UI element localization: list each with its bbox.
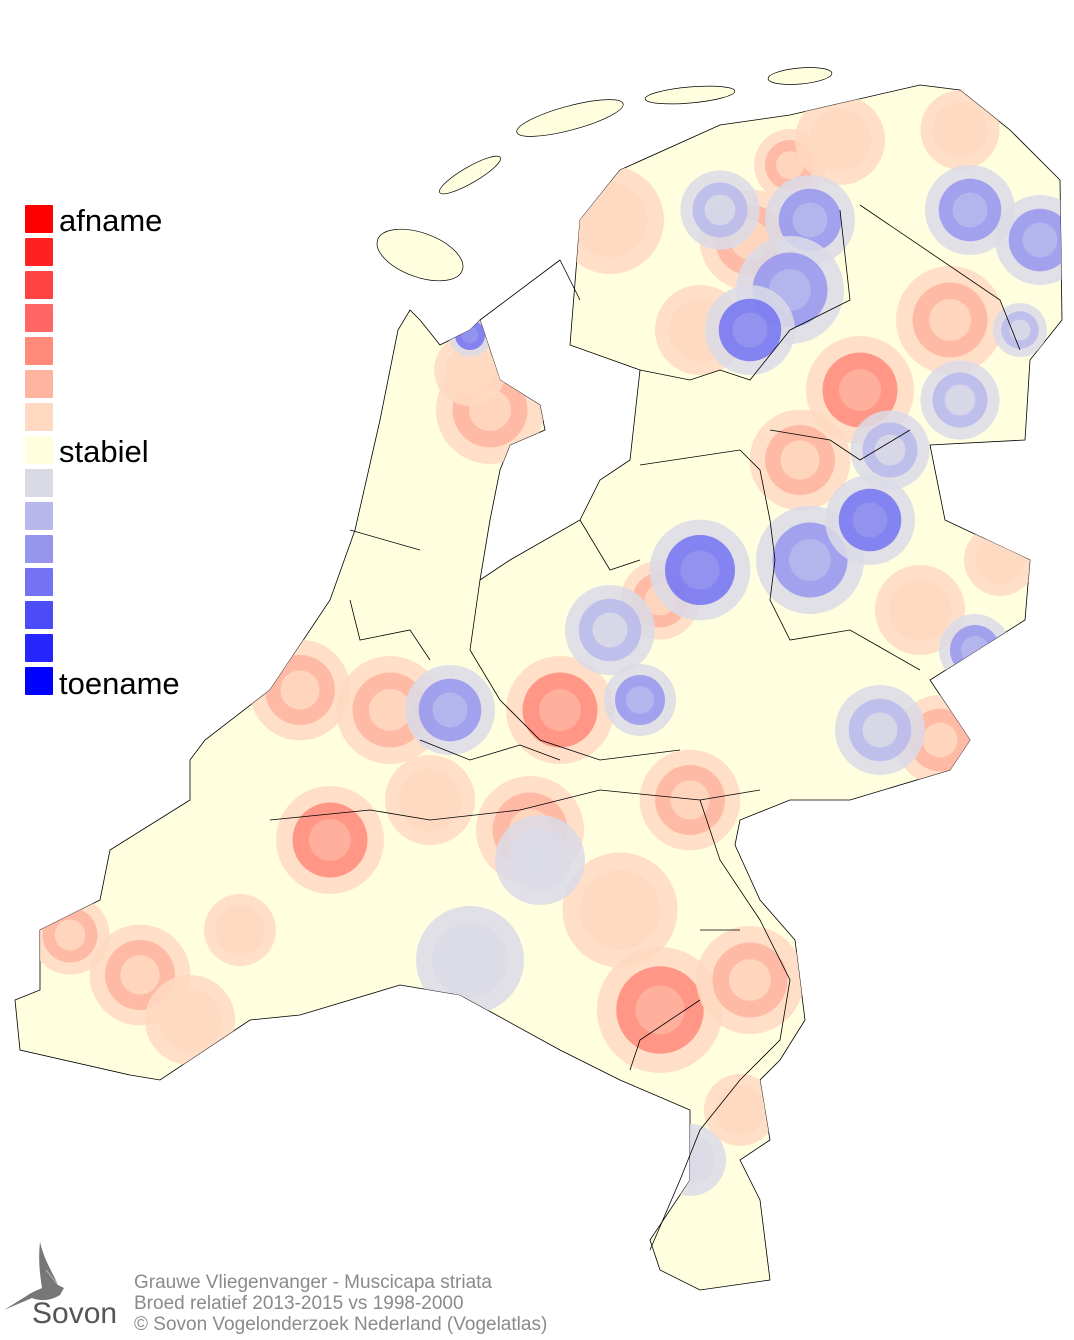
- caption-period: Broed relatief 2013-2015 vs 1998-2000: [134, 1293, 464, 1314]
- island: [376, 228, 464, 282]
- decrease-area: [635, 985, 685, 1035]
- island: [767, 67, 833, 85]
- decrease-area: [902, 592, 938, 628]
- decrease-area: [670, 780, 710, 820]
- legend-label-increase: toename: [59, 666, 180, 701]
- increase-area: [1022, 222, 1058, 258]
- legend-swatch: [25, 238, 53, 266]
- province-borders: [269, 204, 1021, 1251]
- islands: [376, 67, 833, 282]
- legend-swatch: [25, 535, 53, 563]
- increase-area: [522, 842, 558, 878]
- increase-area: [792, 202, 828, 238]
- increase-area: [592, 612, 628, 648]
- increase-area: [874, 434, 906, 466]
- decrease-area: [226, 916, 254, 944]
- legend-swatch: [25, 502, 53, 530]
- decrease-area: [729, 959, 771, 1001]
- increase-area: [680, 550, 720, 590]
- decrease-area: [776, 151, 804, 179]
- island: [516, 99, 624, 137]
- caption-copyright: © Sovon Vogelonderzoek Nederland (Vogela…: [134, 1314, 548, 1335]
- decrease-area: [309, 819, 351, 861]
- legend-swatch: [25, 634, 53, 662]
- decrease-area: [839, 369, 881, 411]
- island: [439, 155, 501, 195]
- decrease-area: [456, 356, 484, 384]
- decrease-area: [369, 689, 411, 731]
- decrease-area: [822, 122, 858, 158]
- legend-swatch: [25, 205, 53, 233]
- decrease-area: [986, 546, 1014, 574]
- legend-swatch: [25, 667, 53, 695]
- legend-swatch: [25, 436, 53, 464]
- decrease-area: [539, 689, 581, 731]
- decrease-area: [412, 782, 448, 818]
- decrease-area: [726, 1096, 754, 1124]
- legend-label-decrease: afname: [59, 203, 163, 238]
- increase-area: [449, 939, 491, 981]
- decrease-area: [54, 919, 86, 951]
- legend-swatch: [25, 271, 53, 299]
- legend-swatch: [25, 601, 53, 629]
- increase-area: [1009, 319, 1031, 341]
- increase-area: [704, 194, 736, 226]
- increase-area: [626, 686, 654, 714]
- decrease-area: [172, 1002, 208, 1038]
- increase-area: [676, 1146, 704, 1174]
- increase-area: [862, 712, 898, 748]
- decrease-area: [929, 299, 971, 341]
- sovon-swallow-logo-icon: [4, 1242, 64, 1310]
- increase-area: [732, 312, 768, 348]
- decrease-area: [280, 670, 320, 710]
- map-caption: Grauwe Vliegenvanger - Muscicapa striata…: [134, 1272, 547, 1335]
- legend-swatch: [25, 370, 53, 398]
- increase-area: [952, 192, 988, 228]
- legend-label-stable: stabiel: [59, 434, 149, 469]
- increase-area: [852, 502, 888, 538]
- legend-swatch: [25, 403, 53, 431]
- increase-area: [961, 636, 989, 664]
- increase-area: [461, 326, 479, 344]
- island: [644, 85, 736, 105]
- decrease-area: [589, 199, 631, 241]
- increase-area: [944, 384, 976, 416]
- legend-swatch: [25, 568, 53, 596]
- increase-area: [789, 539, 831, 581]
- decrease-area: [944, 114, 976, 146]
- legend-swatch: [25, 337, 53, 365]
- decrease-area: [597, 887, 643, 933]
- decrease-area: [780, 440, 820, 480]
- caption-species: Grauwe Vliegenvanger - Muscicapa striata: [134, 1272, 493, 1293]
- decrease-area: [922, 722, 958, 758]
- legend-swatch: [25, 469, 53, 497]
- decrease-area: [120, 955, 160, 995]
- change-blobs: [30, 90, 1062, 1196]
- logo-text: Sovon: [32, 1297, 118, 1330]
- increase-area: [432, 692, 468, 728]
- legend-swatch: [25, 304, 53, 332]
